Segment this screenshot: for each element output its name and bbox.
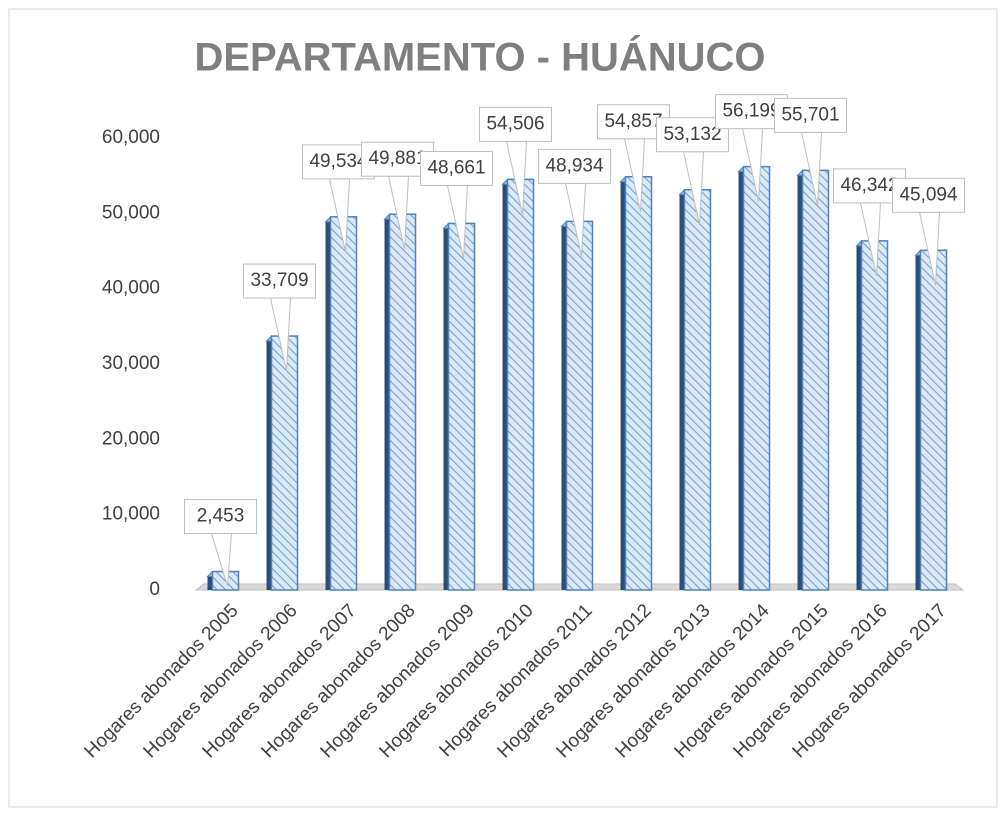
bar (565, 220, 594, 591)
bar-side (443, 223, 449, 590)
bar-side (797, 170, 803, 590)
bar (329, 216, 358, 591)
bar (860, 240, 889, 591)
bar-side (620, 176, 626, 590)
data-label: 54,506 (486, 113, 544, 134)
bar-side (561, 221, 567, 590)
bar (447, 222, 476, 591)
data-label: 56,199 (722, 101, 780, 122)
y-tick-label: 60,000 (102, 127, 160, 148)
bar (683, 188, 712, 591)
callout-box (774, 97, 847, 133)
callout-box (538, 148, 611, 184)
bar-side (679, 189, 685, 590)
bar (919, 249, 948, 591)
bar (742, 165, 771, 591)
callout-box (420, 150, 493, 186)
bar (801, 169, 830, 591)
data-label: 48,934 (545, 155, 604, 176)
bar (506, 178, 535, 591)
bar-side (384, 214, 390, 590)
data-label: 55,701 (781, 104, 839, 125)
data-label: 49,881 (368, 148, 426, 169)
bar (388, 213, 417, 591)
bar (270, 335, 299, 591)
bar (624, 175, 653, 591)
bar-side (856, 240, 862, 591)
bar-side (325, 216, 331, 590)
y-tick-label: 0 (149, 579, 160, 600)
data-label: 53,132 (663, 124, 721, 145)
bar-side (266, 336, 272, 590)
bar-side (738, 166, 744, 590)
bar-side (915, 250, 921, 590)
callout-box (243, 263, 316, 299)
y-tick-label: 10,000 (102, 504, 160, 525)
y-tick-label: 30,000 (102, 353, 160, 374)
y-tick-label: 40,000 (102, 278, 160, 299)
data-label: 2,453 (197, 506, 245, 527)
data-label: 49,534 (309, 151, 368, 172)
data-label: 48,661 (427, 157, 485, 178)
y-tick-label: 20,000 (102, 428, 160, 449)
y-tick-label: 50,000 (102, 202, 160, 223)
chart-title: DEPARTAMENTO - HUÁNUCO (194, 35, 765, 80)
callout-box (479, 106, 552, 142)
data-label: 46,342 (840, 175, 898, 196)
callout-box (184, 499, 257, 535)
callout-box (892, 177, 965, 213)
data-label: 54,857 (604, 111, 662, 132)
data-label: 33,709 (250, 270, 308, 291)
data-label: 45,094 (899, 184, 958, 205)
bar-side (502, 179, 508, 591)
